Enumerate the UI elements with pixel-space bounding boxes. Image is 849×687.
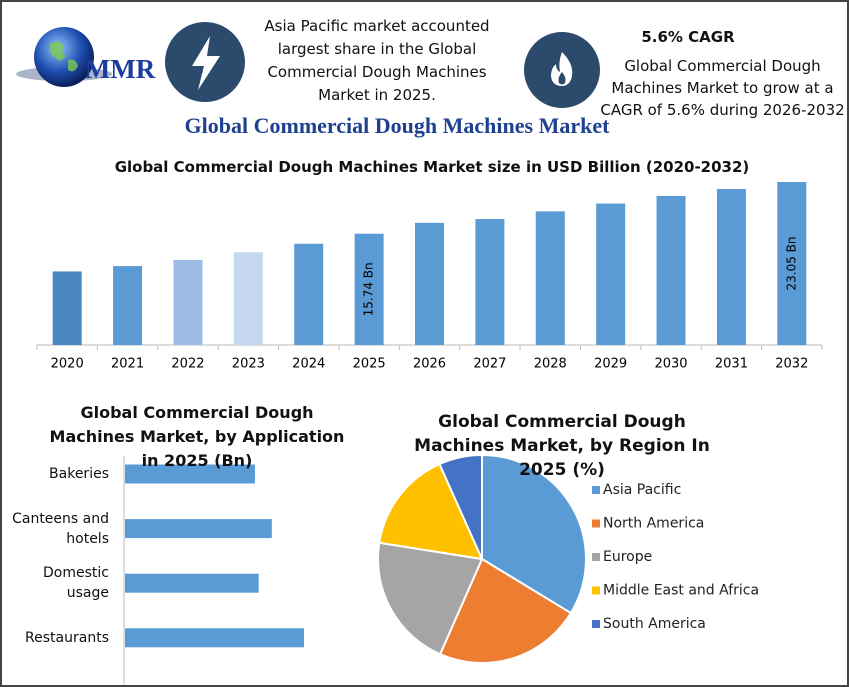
legend-label: Europe (603, 549, 652, 565)
y-tick-label: Canteens and hotels (12, 510, 109, 547)
bar (354, 233, 384, 345)
x-tick-label: 2024 (292, 357, 325, 372)
x-tick-label: 2027 (473, 357, 506, 372)
chart-title: Global Commercial Dough Machines Market … (114, 158, 750, 176)
y-tick-label: Restaurants (25, 629, 109, 646)
legend-swatch (592, 486, 600, 494)
x-tick-label: 2028 (534, 357, 567, 372)
legend-label: Middle East and Africa (603, 583, 759, 599)
x-tick-label: 2023 (232, 357, 265, 372)
legend-label: North America (603, 516, 704, 532)
pie-slice (378, 462, 484, 561)
icon-flame (551, 52, 573, 86)
chart-title: Global Commercial Dough Machines Market,… (49, 403, 345, 470)
legend-swatch (592, 519, 600, 528)
bar (777, 182, 807, 345)
legend-label: South America (603, 616, 706, 632)
logo-text: MMR (85, 54, 156, 84)
bar (294, 243, 324, 345)
data-label: 23.05 Bn (784, 236, 798, 290)
legend-swatch (592, 586, 600, 595)
x-tick-label: 2029 (594, 357, 627, 372)
y-tick-label: Domestic usage (43, 565, 109, 602)
bar (475, 219, 505, 345)
pie-slice (481, 453, 587, 615)
legend-swatch (592, 620, 600, 628)
chart-title: Global Commercial Dough Machines Market,… (414, 412, 710, 480)
highlight-text: Asia Pacific market accounted largest sh… (264, 17, 490, 104)
bar (535, 211, 565, 345)
highlight-text: Global Commercial Dough Machines Market … (600, 57, 845, 119)
bar (415, 222, 444, 345)
x-tick-label: 2025 (353, 357, 386, 372)
bar (113, 266, 143, 345)
bar (52, 271, 82, 345)
x-tick-label: 2032 (775, 357, 808, 372)
y-tick-label: Bakeries (49, 466, 109, 482)
data-label: 15.74 Bn (362, 262, 376, 316)
x-tick-label: 2020 (51, 357, 84, 372)
legend-swatch (592, 553, 600, 561)
bar (716, 189, 746, 345)
logo-land (49, 41, 78, 72)
bar (125, 519, 272, 539)
x-tick-label: 2026 (413, 357, 446, 372)
highlight-title: 5.6% CAGR (641, 28, 735, 46)
bar (233, 252, 263, 345)
pie-slice (438, 557, 573, 664)
main-title: Global Commercial Dough Machines Market (184, 113, 610, 138)
x-tick-label: 2021 (111, 357, 144, 372)
bar (125, 464, 255, 484)
bar (125, 628, 304, 648)
icon-bolt (192, 36, 220, 90)
bar (656, 195, 686, 345)
bar (596, 203, 626, 345)
legend-label: Asia Pacific (603, 482, 681, 498)
x-tick-label: 2031 (715, 357, 748, 372)
pie-slice (438, 453, 483, 560)
x-tick-label: 2022 (171, 357, 204, 372)
x-tick-label: 2030 (654, 357, 687, 372)
bar (125, 573, 259, 593)
bar (173, 259, 203, 345)
pie-slice (377, 541, 484, 656)
icon-flame-inner (558, 72, 566, 85)
